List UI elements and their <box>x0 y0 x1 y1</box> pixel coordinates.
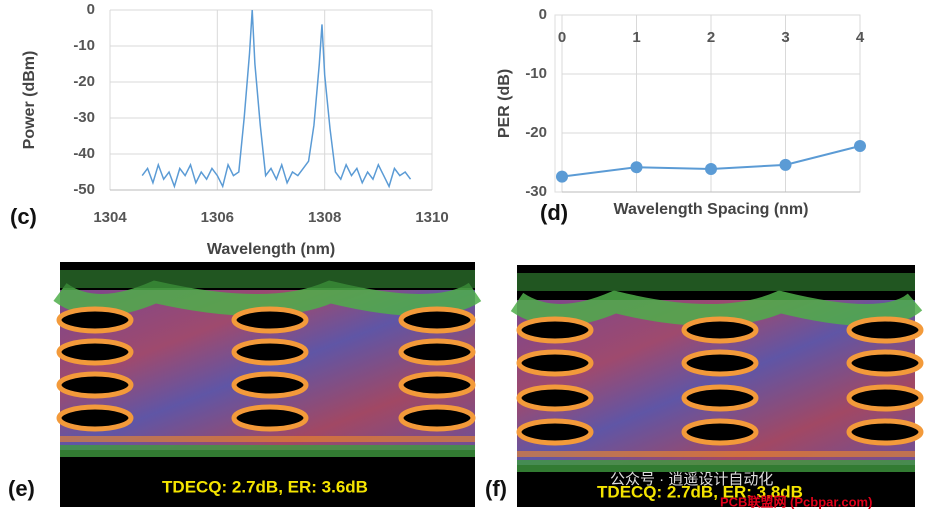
eye-opening <box>516 316 594 344</box>
eye-top-edge <box>517 273 915 291</box>
x-tick-label: 1304 <box>93 209 127 226</box>
watermark: 公众号 · 逍遥设计自动化 <box>610 471 773 488</box>
panel-label: (d) <box>540 200 568 225</box>
eye-opening <box>516 384 594 412</box>
y-tick-label: -20 <box>73 73 95 90</box>
eye-opening <box>231 306 309 334</box>
eye-bottom-band <box>517 460 915 472</box>
eye-opening <box>516 349 594 377</box>
eye-opening <box>846 418 924 446</box>
y-tick-label: -10 <box>525 65 547 82</box>
data-point <box>630 161 643 174</box>
eye-opening <box>231 338 309 366</box>
y-tick-label: -30 <box>525 183 547 200</box>
x-tick-label: 1308 <box>308 209 341 226</box>
eye-opening <box>846 316 924 344</box>
watermark: PCB联盟网 (Pcbpar.com) <box>720 494 872 509</box>
x-tick-label: 1306 <box>201 209 234 226</box>
eye-bright-level <box>60 436 475 442</box>
panel-label: (e) <box>8 476 35 501</box>
x-tick-label: 2 <box>707 29 715 46</box>
y-tick-label: -20 <box>525 124 547 141</box>
panel-label: (f) <box>485 476 507 501</box>
y-tick-label: -10 <box>73 37 95 54</box>
eye-opening <box>231 404 309 432</box>
eye-opening <box>398 306 476 334</box>
y-tick-label: -40 <box>73 145 95 162</box>
y-tick-label: -30 <box>73 109 95 126</box>
x-tick-label: 4 <box>856 29 865 46</box>
eye-opening <box>231 371 309 399</box>
x-axis-title: Wavelength Spacing (nm) <box>614 201 809 218</box>
eye-opening <box>681 316 759 344</box>
plot-area <box>554 14 861 193</box>
eye-opening <box>516 418 594 446</box>
eye-top-band <box>510 290 923 326</box>
x-tick-label: 1310 <box>415 209 448 226</box>
x-tick-label: 0 <box>558 29 566 46</box>
eye-caption: TDECQ: 2.7dB, ER: 3.8dB <box>597 482 803 501</box>
x-axis-title: Wavelength (nm) <box>207 241 335 258</box>
eye-opening <box>398 404 476 432</box>
eye-bright-level <box>517 451 915 457</box>
eye-top-band <box>53 280 482 316</box>
eye-opening <box>56 404 134 432</box>
eye-opening <box>681 418 759 446</box>
eye-opening <box>846 384 924 412</box>
data-line <box>141 9 412 189</box>
eye-opening <box>56 306 134 334</box>
y-axis-title: Power (dBm) <box>21 51 38 150</box>
y-tick-label: -50 <box>73 181 95 198</box>
data-point <box>779 158 792 171</box>
eye-opening <box>681 384 759 412</box>
eye-opening <box>56 371 134 399</box>
data-point <box>854 139 866 152</box>
y-axis-title: PER (dB) <box>496 69 513 138</box>
data-point <box>705 162 717 175</box>
eye-opening <box>681 349 759 377</box>
y-tick-label: 0 <box>87 1 95 18</box>
data-point <box>556 170 568 183</box>
eye-caption: TDECQ: 2.7dB, ER: 3.6dB <box>162 477 368 496</box>
x-tick-label: 1 <box>632 29 640 46</box>
eye-bottom-band <box>60 445 475 457</box>
eye-top-edge <box>60 270 475 288</box>
eye-opening <box>398 371 476 399</box>
x-tick-label: 3 <box>781 29 789 46</box>
eye-opening <box>398 338 476 366</box>
panel-label: (c) <box>10 204 37 229</box>
eye-opening <box>846 349 924 377</box>
y-tick-label: 0 <box>539 6 547 23</box>
eye-opening <box>56 338 134 366</box>
